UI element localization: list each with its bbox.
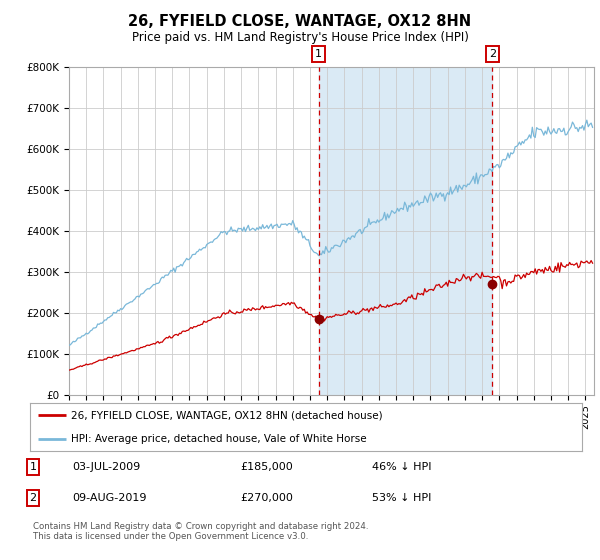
Text: 46% ↓ HPI: 46% ↓ HPI (372, 462, 431, 472)
Text: 26, FYFIELD CLOSE, WANTAGE, OX12 8HN (detached house): 26, FYFIELD CLOSE, WANTAGE, OX12 8HN (de… (71, 410, 383, 420)
Text: 2: 2 (29, 493, 37, 503)
Text: Contains HM Land Registry data © Crown copyright and database right 2024.
This d: Contains HM Land Registry data © Crown c… (33, 522, 368, 542)
Text: £185,000: £185,000 (240, 462, 293, 472)
Text: 1: 1 (29, 462, 37, 472)
Text: 03-JUL-2009: 03-JUL-2009 (72, 462, 140, 472)
Text: 2: 2 (489, 49, 496, 59)
Text: 26, FYFIELD CLOSE, WANTAGE, OX12 8HN: 26, FYFIELD CLOSE, WANTAGE, OX12 8HN (128, 14, 472, 29)
Text: 53% ↓ HPI: 53% ↓ HPI (372, 493, 431, 503)
Text: £270,000: £270,000 (240, 493, 293, 503)
Text: 1: 1 (315, 49, 322, 59)
Bar (319, 67, 493, 395)
Text: 09-AUG-2019: 09-AUG-2019 (72, 493, 146, 503)
Text: Price paid vs. HM Land Registry's House Price Index (HPI): Price paid vs. HM Land Registry's House … (131, 31, 469, 44)
Text: HPI: Average price, detached house, Vale of White Horse: HPI: Average price, detached house, Vale… (71, 434, 367, 444)
